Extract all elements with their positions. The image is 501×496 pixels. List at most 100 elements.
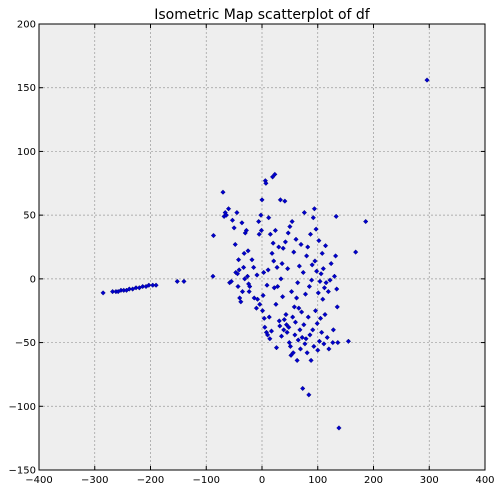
scatter-point bbox=[220, 189, 226, 195]
x-tick-label: 300 bbox=[420, 475, 439, 486]
scatter-point bbox=[275, 283, 281, 290]
scatter-point bbox=[265, 267, 271, 273]
scatter-point bbox=[210, 273, 216, 279]
scatter-point bbox=[266, 314, 272, 320]
scatter-point bbox=[308, 357, 314, 363]
scatter-point bbox=[307, 231, 314, 237]
scatter-point bbox=[279, 260, 285, 267]
scatter-point bbox=[331, 273, 338, 279]
scatter-point bbox=[261, 315, 267, 321]
y-tick-label: −100 bbox=[9, 402, 36, 413]
scatter-point bbox=[283, 311, 289, 318]
scatter-point bbox=[238, 299, 244, 305]
scatter-point bbox=[245, 248, 251, 254]
scatter-point bbox=[305, 244, 311, 250]
scatter-point bbox=[299, 334, 305, 341]
scatter-point bbox=[243, 227, 249, 234]
scatter-point bbox=[309, 277, 315, 283]
y-tick-label: 0 bbox=[30, 274, 36, 285]
scatter-point bbox=[286, 324, 292, 330]
scatter-point bbox=[301, 210, 307, 216]
y-tick-label: −150 bbox=[9, 466, 36, 477]
scatter-point bbox=[234, 271, 241, 277]
x-tick-label: −200 bbox=[137, 475, 164, 486]
scatter-point bbox=[316, 338, 323, 344]
scatter-point bbox=[276, 318, 282, 324]
axes-background bbox=[39, 24, 485, 470]
scatter-point bbox=[228, 278, 234, 284]
scatter-point bbox=[229, 217, 236, 223]
scatter-point bbox=[281, 327, 287, 333]
scatter-point bbox=[267, 336, 273, 342]
scatter-point bbox=[309, 262, 315, 268]
scatter-point bbox=[287, 224, 293, 230]
scatter-point bbox=[280, 245, 286, 251]
scatter-point bbox=[235, 283, 241, 290]
scatter-point bbox=[320, 296, 326, 302]
scatter-point bbox=[282, 239, 288, 245]
scatter-point bbox=[315, 290, 321, 296]
scatter-point bbox=[239, 289, 246, 295]
scatter-point bbox=[301, 322, 307, 328]
scatter-point bbox=[294, 357, 300, 363]
scatter-point bbox=[286, 339, 292, 346]
scatter-point bbox=[258, 227, 265, 234]
scatter-point bbox=[299, 309, 305, 315]
scatter-point bbox=[302, 341, 308, 347]
scatter-point bbox=[264, 282, 270, 288]
scatter-point bbox=[314, 320, 320, 327]
scatter-point bbox=[277, 323, 283, 329]
scatter-point bbox=[330, 327, 336, 333]
scatter-point bbox=[234, 210, 240, 216]
y-tick-label: 200 bbox=[17, 20, 36, 31]
scatter-point bbox=[297, 346, 304, 352]
scatter-point bbox=[293, 295, 300, 301]
scatter-point bbox=[303, 336, 309, 342]
scatter-point bbox=[314, 268, 320, 274]
scatter-point bbox=[262, 324, 268, 330]
scatter-point bbox=[289, 218, 295, 225]
scatter-point bbox=[328, 260, 334, 267]
scatter-point bbox=[290, 314, 296, 320]
scatter-point bbox=[181, 278, 187, 284]
scatter-point bbox=[322, 243, 329, 249]
scatter-point bbox=[100, 290, 106, 296]
scatter-point bbox=[345, 338, 351, 344]
scatter-point bbox=[267, 231, 273, 237]
scatter-point bbox=[278, 276, 284, 282]
scatter-point bbox=[266, 215, 272, 221]
scatter-point bbox=[363, 218, 369, 225]
x-tick-label: 200 bbox=[364, 475, 383, 486]
scatter-point bbox=[313, 226, 319, 232]
scatter-point bbox=[312, 308, 319, 314]
data-points bbox=[100, 77, 430, 431]
scatter-point bbox=[251, 264, 257, 270]
y-tick-label: 50 bbox=[23, 211, 36, 222]
scatter-point bbox=[223, 212, 229, 218]
y-tick-label: 150 bbox=[17, 83, 36, 94]
scatter-point bbox=[353, 249, 359, 255]
scatter-point bbox=[244, 273, 251, 279]
scatter-point bbox=[242, 276, 248, 282]
scatter-point bbox=[306, 392, 312, 398]
scatter-point bbox=[317, 278, 323, 284]
scatter-point bbox=[225, 206, 232, 212]
y-tick-label: −50 bbox=[15, 338, 36, 349]
x-tick-label: −400 bbox=[25, 475, 52, 486]
scatter-point bbox=[272, 227, 278, 234]
scatter-point bbox=[300, 385, 306, 392]
scatter-point bbox=[241, 250, 247, 256]
scatter-point bbox=[153, 282, 159, 288]
scatter-point bbox=[310, 327, 316, 333]
scatter-point bbox=[311, 343, 317, 349]
scatter-point bbox=[321, 285, 328, 291]
scatter-point bbox=[241, 264, 247, 270]
scatter-point bbox=[322, 311, 328, 318]
scatter-point bbox=[268, 328, 275, 334]
scatter-point bbox=[146, 282, 152, 288]
scatter-point bbox=[291, 304, 297, 310]
scatter-point bbox=[236, 257, 242, 263]
scatter-point bbox=[287, 343, 294, 349]
x-tick-label: 0 bbox=[259, 475, 265, 486]
scatter-point bbox=[284, 329, 290, 335]
